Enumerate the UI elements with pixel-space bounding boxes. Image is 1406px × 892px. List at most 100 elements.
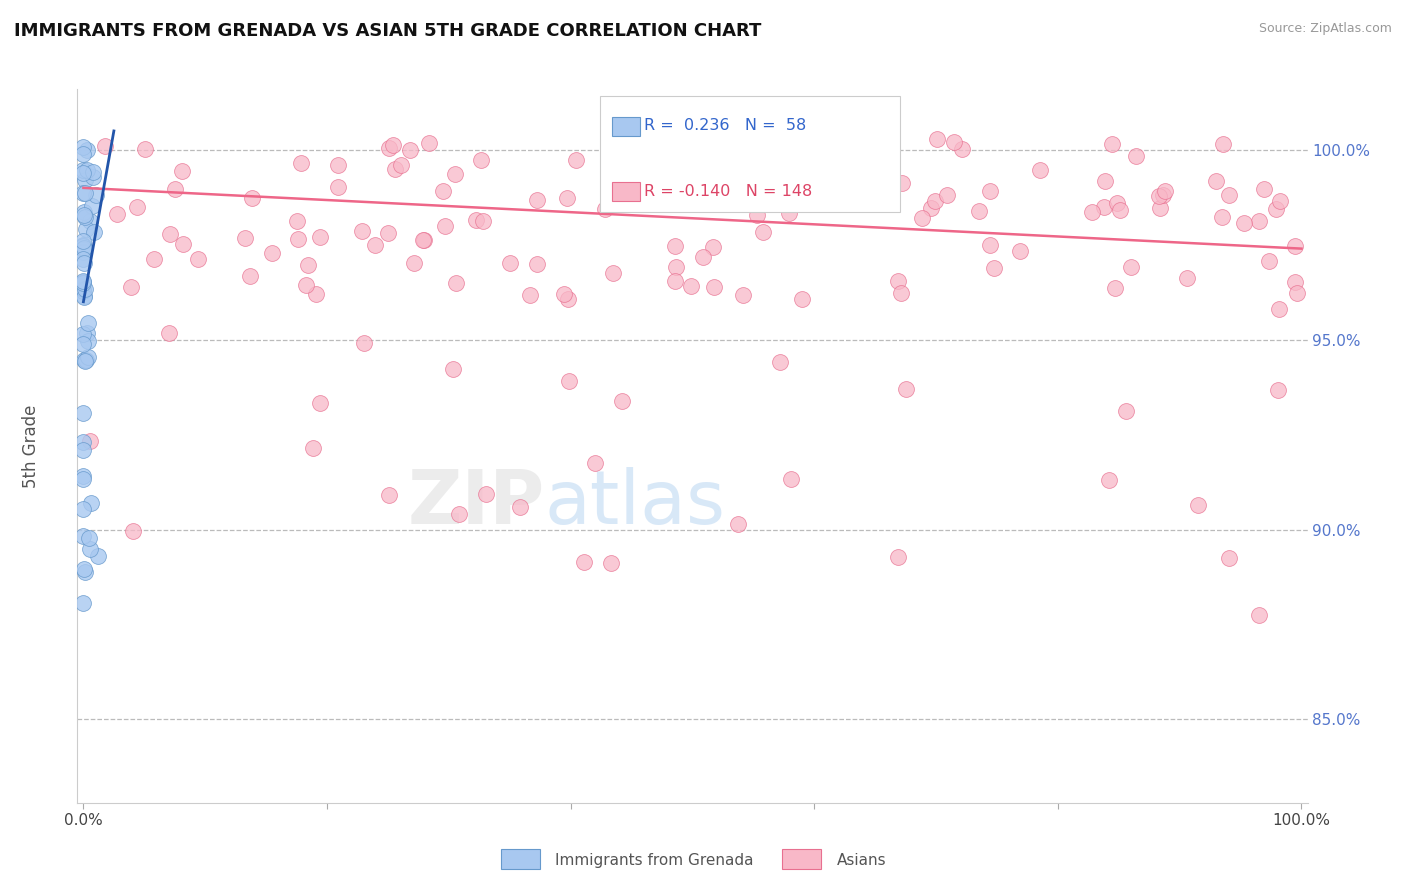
- Point: [72, 337, 94, 351]
- Point: [470, 153, 492, 168]
- Point: [73, 205, 96, 219]
- Point: [87, 549, 110, 564]
- Point: [382, 138, 405, 153]
- Point: [377, 226, 399, 240]
- Point: [84, 188, 107, 202]
- Point: [1101, 136, 1123, 151]
- Point: [76, 334, 98, 348]
- Point: [509, 500, 531, 514]
- Point: [733, 141, 755, 155]
- Point: [72, 252, 94, 267]
- Point: [72, 406, 94, 420]
- Point: [72, 282, 94, 296]
- Point: [285, 214, 308, 228]
- Point: [418, 136, 440, 150]
- Point: [240, 191, 263, 205]
- Point: [745, 153, 768, 168]
- Point: [731, 288, 754, 302]
- Point: [555, 191, 578, 205]
- Point: [73, 565, 96, 579]
- Point: [79, 214, 101, 228]
- Point: [73, 186, 96, 200]
- Point: [1218, 187, 1240, 202]
- Point: [72, 501, 94, 516]
- Point: [1175, 270, 1198, 285]
- Point: [1008, 244, 1031, 258]
- Point: [77, 350, 100, 364]
- Point: [353, 335, 375, 350]
- Point: [1125, 149, 1147, 163]
- Point: [891, 176, 914, 190]
- Point: [519, 288, 541, 302]
- Point: [326, 179, 349, 194]
- Point: [924, 194, 946, 209]
- Point: [606, 183, 628, 197]
- Point: [432, 184, 454, 198]
- Point: [82, 199, 104, 213]
- Point: [628, 150, 651, 164]
- Point: [82, 165, 104, 179]
- Bar: [782, 849, 821, 869]
- Point: [72, 434, 94, 449]
- Point: [75, 354, 97, 368]
- Point: [73, 211, 96, 225]
- Point: [887, 549, 910, 564]
- Point: [1115, 403, 1137, 417]
- Point: [305, 287, 328, 301]
- Point: [779, 472, 801, 486]
- Point: [1249, 608, 1271, 623]
- Point: [1153, 184, 1175, 198]
- Point: [447, 508, 470, 522]
- Point: [745, 208, 768, 222]
- Point: [72, 245, 94, 260]
- Point: [848, 161, 870, 175]
- Point: [233, 231, 256, 245]
- Point: [72, 140, 94, 154]
- Point: [727, 516, 749, 531]
- Point: [565, 153, 588, 168]
- Point: [1211, 211, 1233, 225]
- Text: atlas: atlas: [546, 467, 725, 540]
- Point: [890, 286, 912, 301]
- Point: [665, 260, 688, 274]
- Point: [72, 277, 94, 291]
- Point: [1205, 174, 1227, 188]
- Point: [983, 260, 1005, 275]
- Point: [475, 487, 498, 501]
- Point: [72, 239, 94, 253]
- Point: [1249, 214, 1271, 228]
- Text: Immigrants from Grenada: Immigrants from Grenada: [555, 854, 754, 868]
- Point: [187, 252, 209, 267]
- Point: [681, 279, 703, 293]
- Point: [72, 529, 94, 543]
- Point: [73, 289, 96, 303]
- Point: [526, 257, 548, 271]
- Point: [170, 164, 193, 178]
- Point: [553, 287, 575, 301]
- Point: [920, 201, 942, 215]
- Point: [412, 233, 434, 247]
- Point: [73, 290, 96, 304]
- Point: [399, 143, 422, 157]
- Point: [1107, 196, 1129, 211]
- Point: [790, 292, 813, 306]
- Point: [1147, 188, 1170, 202]
- Point: [644, 161, 666, 175]
- Point: [1233, 216, 1256, 230]
- Point: [73, 241, 96, 255]
- Point: [125, 200, 148, 214]
- Point: [80, 496, 103, 510]
- Point: [72, 238, 94, 252]
- Point: [1152, 188, 1174, 202]
- Point: [558, 374, 581, 388]
- Point: [1258, 254, 1281, 268]
- Point: [664, 239, 686, 253]
- Point: [896, 382, 918, 396]
- Point: [134, 142, 156, 156]
- Point: [172, 236, 194, 251]
- Point: [326, 158, 349, 172]
- Point: [83, 225, 105, 239]
- Point: [72, 562, 94, 576]
- Point: [769, 355, 792, 369]
- Point: [287, 232, 309, 246]
